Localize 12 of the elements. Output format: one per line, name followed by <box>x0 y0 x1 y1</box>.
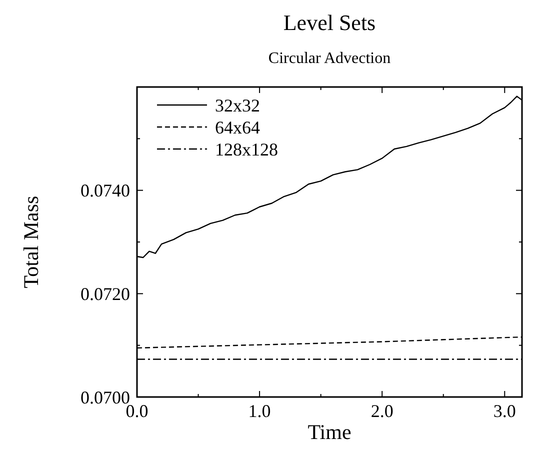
x-tick-label: 2.0 <box>370 401 394 421</box>
x-tick-label: 1.0 <box>248 401 271 421</box>
chart-title: Level Sets <box>283 10 376 35</box>
y-tick-label: 0.0740 <box>80 180 130 201</box>
legend-label: 32x32 <box>215 95 260 116</box>
chart-subtitle: Circular Advection <box>268 50 391 67</box>
legend-label: 128x128 <box>215 139 278 160</box>
x-axis-title: Time <box>308 420 352 444</box>
y-axis-title: Total Mass <box>19 196 43 288</box>
y-tick-label: 0.0720 <box>80 284 130 304</box>
legend-label: 64x64 <box>215 117 260 138</box>
x-tick-label: 3.0 <box>493 401 516 421</box>
